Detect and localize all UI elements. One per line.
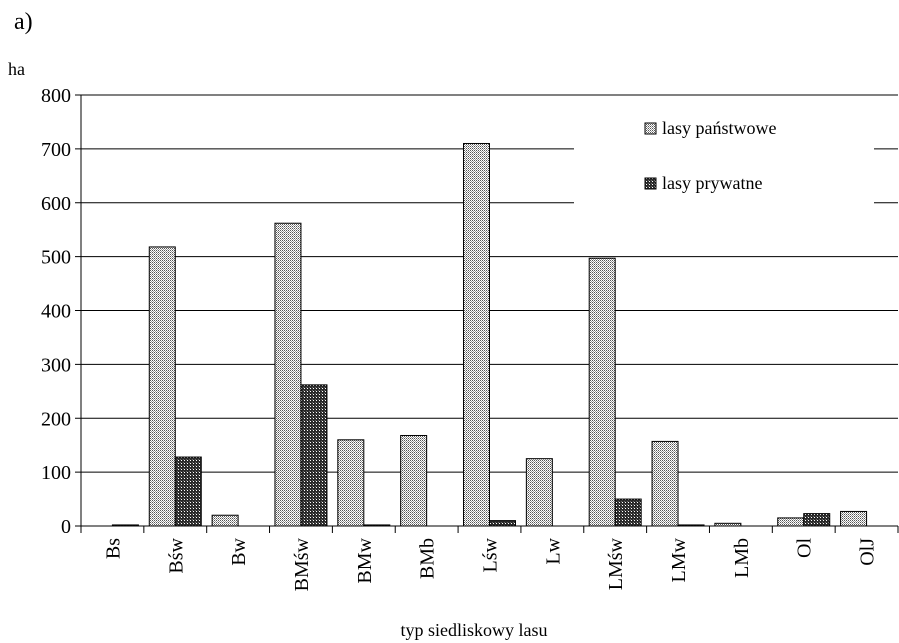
legend-swatch-lasy-prywatne: [644, 177, 657, 190]
y-tick-label: 400: [41, 301, 71, 323]
x-tick-label: Ol: [794, 538, 816, 558]
y-tick-label: 600: [41, 193, 71, 215]
bar-lasy-panstwowe: [148, 246, 176, 527]
bar-lasy-panstwowe: [274, 222, 302, 527]
legend-background: [574, 110, 874, 210]
x-tick-label: BMw: [354, 537, 376, 583]
bar-lasy-panstwowe: [400, 434, 428, 527]
bar-lasy-prywatne: [489, 520, 516, 527]
y-tick-label: 700: [41, 139, 71, 161]
x-tick-label: LMśw: [605, 537, 627, 590]
x-tick-label: BMśw: [291, 537, 313, 591]
bar-lasy-prywatne: [614, 498, 642, 527]
legend: lasy państwowe lasy prywatne: [574, 110, 874, 210]
bar-lasy-panstwowe: [337, 439, 365, 527]
y-tick-label: 0: [61, 516, 71, 538]
x-tick-label: Lśw: [480, 537, 502, 572]
bar-lasy-panstwowe: [588, 257, 616, 527]
x-tick-labels: Bs Bśw Bw BMśw BMw BMb Lśw Lw LMśw LMw LMb Ol OlJ: [102, 537, 878, 591]
x-tick-label: LMw: [668, 537, 690, 582]
legend-swatch-lasy-panstwowe: [644, 122, 657, 135]
y-tick-label: 500: [41, 247, 71, 269]
x-tick-label: Bśw: [165, 537, 187, 573]
y-tick-label: 200: [41, 408, 71, 430]
y-tick-label: 800: [41, 85, 71, 107]
legend-label-lasy-panstwowe: lasy państwowe: [662, 118, 776, 138]
bar-lasy-prywatne: [300, 384, 328, 527]
bar-lasy-panstwowe: [463, 142, 490, 527]
y-tick-label: 300: [41, 354, 71, 376]
bar-lasy-panstwowe: [840, 510, 868, 527]
axes: [80, 95, 899, 533]
y-tick-label: 100: [41, 462, 71, 484]
x-tick-label: BMb: [417, 538, 439, 579]
bar-lasy-panstwowe: [777, 517, 805, 527]
bar-lasy-prywatne: [174, 456, 202, 527]
x-tick-label: OlJ: [857, 538, 879, 566]
y-axis-label: ha: [8, 59, 25, 79]
y-tick-labels: 0 100 200 300 400 500 600 700 800: [41, 85, 71, 538]
x-tick-label: LMb: [731, 538, 753, 578]
bar-lasy-panstwowe: [525, 458, 553, 527]
bar-lasy-panstwowe: [211, 514, 239, 527]
x-tick-label: Lw: [542, 537, 564, 564]
panel-label: a): [14, 9, 33, 35]
x-tick-label: Bw: [228, 537, 250, 565]
bar-lasy-prywatne: [803, 513, 831, 527]
legend-label-lasy-prywatne: lasy prywatne: [662, 173, 762, 193]
x-tick-label: Bs: [102, 538, 124, 559]
x-axis-label: typ siedliskowy lasu: [401, 620, 548, 640]
bar-lasy-panstwowe: [651, 440, 679, 527]
